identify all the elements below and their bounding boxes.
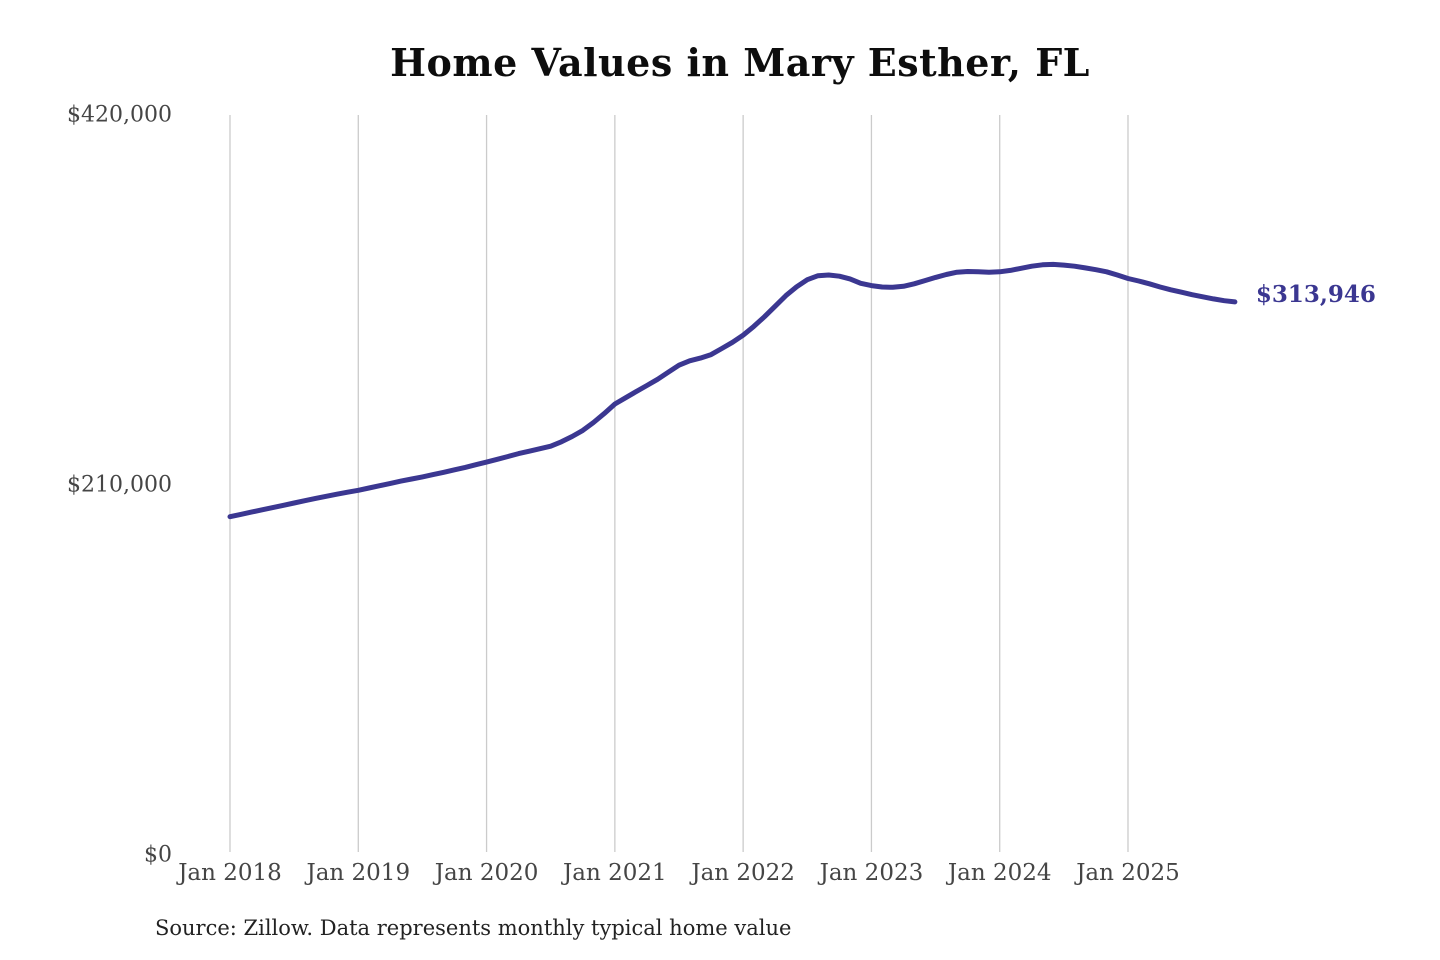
x-axis-tick-label: Jan 2018 xyxy=(176,860,282,886)
x-axis-tick-label: Jan 2020 xyxy=(433,860,539,886)
y-axis-tick-label: $210,000 xyxy=(67,473,172,498)
x-axis-tick-label: Jan 2019 xyxy=(304,860,410,886)
home-value-line xyxy=(227,261,1238,520)
x-axis-tick-label: Jan 2021 xyxy=(561,860,667,886)
y-axis-tick-label: $0 xyxy=(144,843,172,868)
latest-value-label: $313,946 xyxy=(1255,280,1376,308)
chart-title: Home Values in Mary Esther, FL xyxy=(390,40,1090,85)
x-axis-tick-label: Jan 2022 xyxy=(689,860,795,886)
x-axis-tick-label: Jan 2023 xyxy=(818,860,924,886)
x-axis-tick-label: Jan 2024 xyxy=(946,860,1052,886)
y-axis-tick-label: $420,000 xyxy=(67,103,172,128)
x-axis-tick-label: Jan 2025 xyxy=(1074,860,1180,886)
source-note: Source: Zillow. Data represents monthly … xyxy=(155,916,792,940)
